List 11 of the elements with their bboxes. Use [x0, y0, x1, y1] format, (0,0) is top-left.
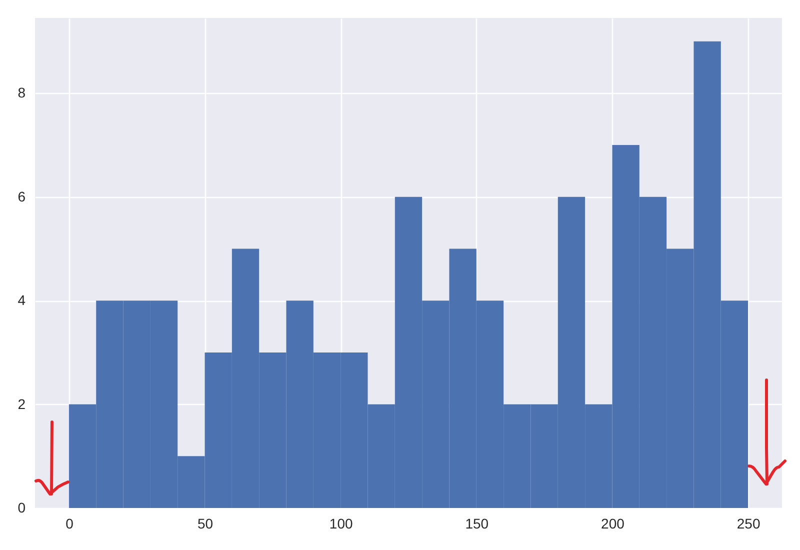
y-tick-label: 4: [18, 292, 26, 308]
x-tick-label: 100: [329, 516, 353, 532]
y-tick-label: 8: [18, 84, 26, 101]
x-tick-label: 150: [465, 516, 489, 532]
x-tick-label: 50: [197, 516, 214, 532]
y-tick-label: 2: [18, 396, 26, 412]
y-tick-label: 6: [18, 188, 26, 204]
x-tick-label: 0: [66, 516, 74, 532]
x-tick-label: 250: [736, 516, 760, 532]
x-tick-label: 200: [601, 516, 625, 532]
y-tick-label: 0: [18, 500, 26, 516]
